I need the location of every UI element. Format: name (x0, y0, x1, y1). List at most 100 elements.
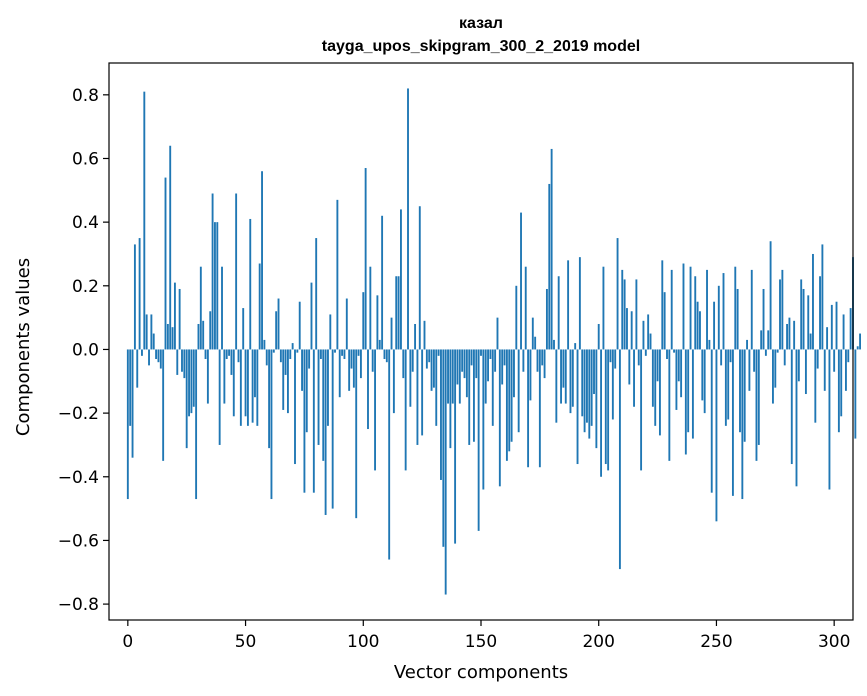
bar (717, 285, 720, 350)
bar (856, 346, 859, 350)
bar (216, 222, 219, 350)
bar (133, 244, 136, 350)
bar (251, 349, 254, 423)
bar (715, 349, 718, 522)
bar (468, 349, 471, 445)
bar (649, 333, 652, 350)
bar (755, 349, 758, 461)
bar (136, 349, 139, 388)
bar (508, 349, 511, 452)
bar (682, 263, 685, 350)
bar (376, 295, 379, 350)
bar (560, 349, 562, 404)
bar (574, 343, 577, 350)
y-tick-label: −0.8 (58, 595, 99, 615)
bar (779, 279, 781, 350)
bar (656, 349, 659, 382)
bar (689, 266, 692, 350)
bar (545, 288, 548, 350)
bar (767, 330, 770, 350)
bar (395, 276, 398, 350)
bar (819, 276, 821, 350)
bar (242, 308, 245, 350)
bar (178, 288, 181, 350)
bar (642, 320, 645, 350)
bar (581, 349, 584, 417)
bar (404, 349, 407, 471)
bar (802, 288, 805, 350)
bar (720, 349, 723, 366)
bar (319, 349, 322, 360)
bar (239, 349, 242, 426)
bar (607, 349, 610, 471)
bar (268, 349, 271, 449)
bar (578, 257, 581, 350)
bar (308, 349, 311, 369)
bar (454, 349, 457, 544)
bar (513, 349, 515, 398)
bar (265, 349, 268, 366)
bar (654, 349, 657, 426)
bar (223, 349, 226, 404)
bar (668, 349, 671, 461)
bar (571, 349, 574, 407)
bar (621, 269, 624, 350)
bar (602, 266, 605, 350)
bar (809, 333, 812, 350)
bar (635, 279, 638, 350)
bar (284, 349, 287, 375)
bar (317, 349, 320, 445)
bar (312, 349, 315, 493)
bar (218, 349, 221, 445)
bar (162, 349, 165, 461)
y-tick-label: −0.6 (58, 531, 99, 551)
bar (402, 349, 405, 379)
bar (211, 193, 214, 350)
bar (684, 349, 687, 455)
bar (282, 349, 285, 410)
bar (183, 349, 186, 379)
bar (830, 304, 833, 350)
bar (341, 349, 344, 356)
bar (456, 349, 459, 385)
bar (600, 349, 603, 477)
bar (724, 349, 727, 426)
y-tick-label: −0.2 (58, 404, 99, 424)
bar (345, 298, 348, 350)
bar (305, 349, 308, 433)
bar (795, 349, 798, 487)
bar (769, 241, 772, 350)
bar (442, 349, 445, 547)
bar (157, 349, 160, 363)
bar (421, 349, 424, 436)
bar (644, 349, 647, 356)
bar (407, 88, 409, 350)
bar (430, 349, 433, 391)
bar (647, 314, 650, 350)
bar (722, 273, 725, 350)
bar (553, 339, 555, 350)
bar (435, 349, 438, 426)
bar (527, 349, 530, 468)
bar (731, 349, 734, 496)
bar (298, 301, 301, 350)
chart-subtitle: tayga_upos_skipgram_300_2_2019 model (322, 38, 640, 55)
bar (687, 349, 690, 433)
bar (159, 349, 162, 369)
bar (616, 238, 619, 350)
bar (400, 209, 402, 350)
bar (595, 349, 598, 449)
bar (505, 349, 508, 461)
bar (583, 349, 586, 433)
bar (640, 349, 643, 471)
bar (270, 349, 273, 500)
bar (249, 218, 252, 350)
y-tick-label: 0.2 (72, 277, 99, 297)
bar (432, 349, 435, 388)
bar (173, 282, 176, 350)
bar (244, 349, 247, 417)
bar (470, 349, 473, 366)
bar (538, 349, 541, 468)
bar (708, 339, 711, 350)
